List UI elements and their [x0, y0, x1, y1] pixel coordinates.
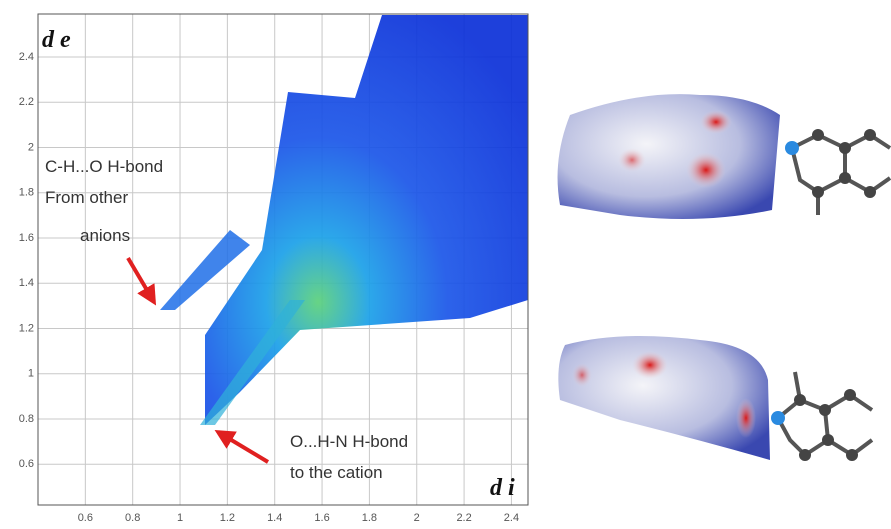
annotation: From other — [45, 188, 128, 207]
figure: 0.6 0.8 1 1.2 1.4 1.6 1.8 2 2.2 2.4 0.6 0.8 1 1.2 1.4 1… — [0, 0, 891, 529]
annotation: O...H-N H-bond — [290, 432, 408, 451]
x-tick-label: 1 — [177, 512, 183, 524]
x-tick-label: 2.4 — [504, 512, 519, 524]
hirshfeld-surface — [558, 336, 770, 460]
y-tick-label: 2.4 — [19, 51, 34, 63]
x-tick-label: 2.2 — [456, 512, 471, 524]
y-tick-label: 1.2 — [19, 322, 34, 334]
y-tick-label: 0.8 — [19, 413, 34, 425]
x-tick-label: 1.6 — [314, 512, 329, 524]
y-tick-label: 2 — [28, 141, 34, 153]
y-tick-label: 1 — [28, 368, 34, 380]
annotation: anions — [80, 226, 130, 245]
x-tick-label: 1.2 — [220, 512, 235, 524]
x-tick-label: 0.6 — [78, 512, 93, 524]
arrow — [218, 432, 268, 462]
annotation: C-H...O H-bond — [45, 157, 163, 176]
y-tick-label: 1.6 — [19, 232, 34, 244]
hirshfeld-surface — [558, 94, 780, 219]
molecule — [771, 129, 890, 461]
y-tick-label: 2.2 — [19, 96, 34, 108]
y-axis-label: d e — [42, 27, 71, 53]
y-tick-label: 1.4 — [19, 277, 34, 289]
x-tick-label: 2 — [414, 512, 420, 524]
y-tick-label: 1.8 — [19, 187, 34, 199]
x-tick-label: 1.4 — [267, 512, 282, 524]
x-tick-label: 1.8 — [362, 512, 377, 524]
point-cloud — [160, 15, 528, 425]
x-axis-label: d i — [490, 475, 515, 501]
x-tick-label: 0.8 — [125, 512, 140, 524]
annotation: to the cation — [290, 463, 383, 482]
y-tick-label: 0.6 — [19, 458, 34, 470]
arrow — [128, 258, 154, 302]
